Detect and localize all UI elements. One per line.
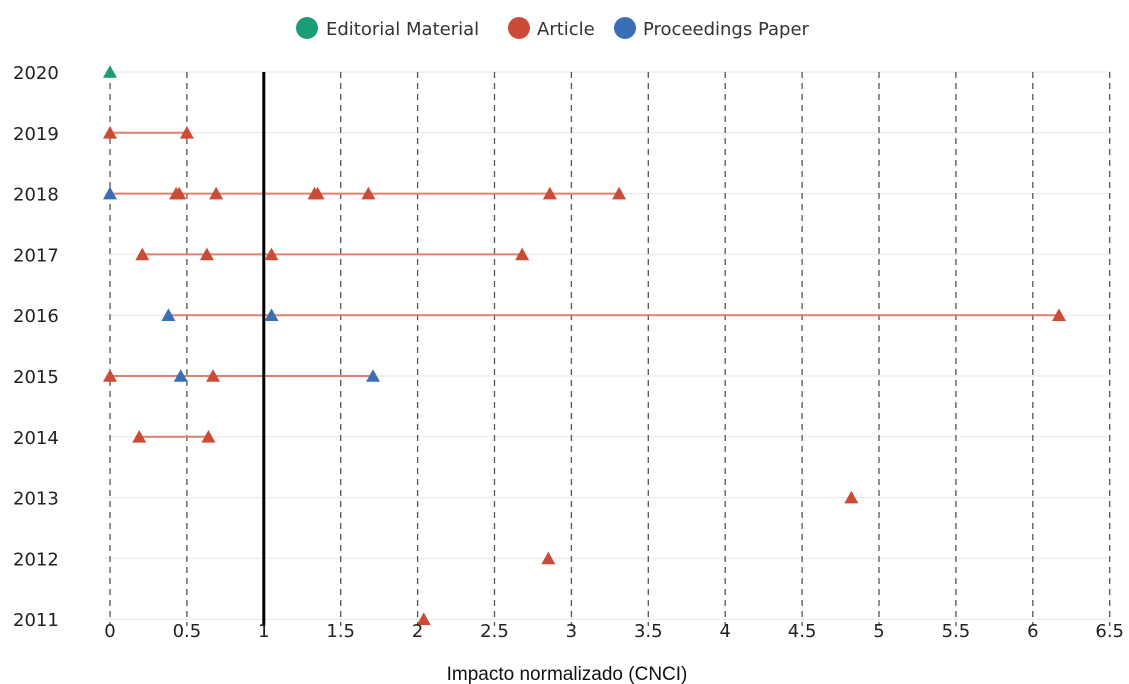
x-axis-title: Impacto normalizado (CNCI) <box>447 664 688 684</box>
x-tick-label-5.5: 5.5 <box>942 621 971 642</box>
point-proceedings-paper-2016-2 <box>264 308 279 321</box>
x-axis-ticks: 0 0.5 1 1.5 2 2.5 3 3.5 4 4.5 5 5.5 6 6.5 <box>104 621 1124 642</box>
x-tick-label-3: 3 <box>566 621 577 642</box>
point-article-2019-1 <box>179 125 194 139</box>
point-article-2014-18 <box>201 429 216 443</box>
legend-label-proceedings-paper: Proceedings Paper <box>643 19 810 40</box>
point-article-2015-16 <box>206 369 221 382</box>
y-axis-ticks: 2020 2019 2018 2017 2016 2015 2014 2013 2012 2011 <box>13 63 59 631</box>
point-article-2013-19 <box>844 490 859 504</box>
x-tick-label-3.5: 3.5 <box>634 621 663 642</box>
y-tick-label-2019: 2019 <box>13 124 59 145</box>
point-article-2011-21 <box>416 612 431 625</box>
point-article-2012-20 <box>541 551 556 565</box>
legend-label-editorial-material: Editorial Material <box>326 19 479 40</box>
y-tick-label-2011: 2011 <box>13 610 59 631</box>
y-tick-label-2012: 2012 <box>13 549 59 570</box>
y-tick-label-2017: 2017 <box>13 245 59 266</box>
point-article-2017-12 <box>264 247 279 261</box>
point-article-2016-14 <box>1051 308 1066 321</box>
point-article-2018-8 <box>542 186 557 200</box>
y-tick-label-2015: 2015 <box>13 367 59 388</box>
legend-marker-proceedings-paper <box>614 17 636 39</box>
range-lines <box>110 131 1059 438</box>
legend-label-article: Article <box>537 19 595 40</box>
point-proceedings-paper-2018-0 <box>103 186 117 200</box>
x-tick-label-0: 0 <box>104 621 115 642</box>
x-tick-label-2.5: 2.5 <box>480 621 509 642</box>
legend-marker-article <box>508 17 530 39</box>
x-tick-label-0.5: 0.5 <box>173 621 202 642</box>
x-tick-label-2: 2 <box>412 621 423 642</box>
x-tick-label-4.5: 4.5 <box>788 621 817 642</box>
y-tick-label-2016: 2016 <box>13 306 59 327</box>
point-article-2017-13 <box>515 247 530 261</box>
x-tick-label-1.5: 1.5 <box>326 621 355 642</box>
point-editorial-material-2020-0 <box>103 65 117 78</box>
y-tick-label-2020: 2020 <box>13 63 59 84</box>
x-tick-label-4: 4 <box>719 621 730 642</box>
point-article-2018-4 <box>209 186 224 200</box>
point-article-2017-10 <box>135 247 150 261</box>
point-proceedings-paper-2015-3 <box>173 369 188 382</box>
point-article-2018-7 <box>361 186 376 200</box>
point-proceedings-paper-2015-4 <box>365 369 380 382</box>
x-tick-label-5: 5 <box>873 621 884 642</box>
point-article-2018-6 <box>310 186 325 200</box>
y-tick-label-2013: 2013 <box>13 489 59 510</box>
legend-marker-editorial-material <box>296 17 318 39</box>
x-tick-label-1: 1 <box>258 621 269 642</box>
x-tick-label-6.5: 6.5 <box>1095 621 1124 642</box>
point-article-2014-17 <box>132 429 147 443</box>
point-article-2019-0 <box>103 125 117 139</box>
point-article-2015-15 <box>103 369 117 382</box>
point-article-2017-11 <box>199 247 214 261</box>
point-proceedings-paper-2016-1 <box>161 308 176 321</box>
x-tick-label-6: 6 <box>1027 621 1038 642</box>
y-tick-label-2014: 2014 <box>13 428 59 449</box>
legend: Editorial Material Article Proceedings Pap… <box>296 17 810 40</box>
grid-lines <box>105 71 1111 626</box>
point-article-2018-9 <box>612 186 627 200</box>
y-tick-label-2018: 2018 <box>13 185 59 206</box>
data-points <box>103 65 1066 625</box>
point-article-2018-3 <box>172 186 187 200</box>
